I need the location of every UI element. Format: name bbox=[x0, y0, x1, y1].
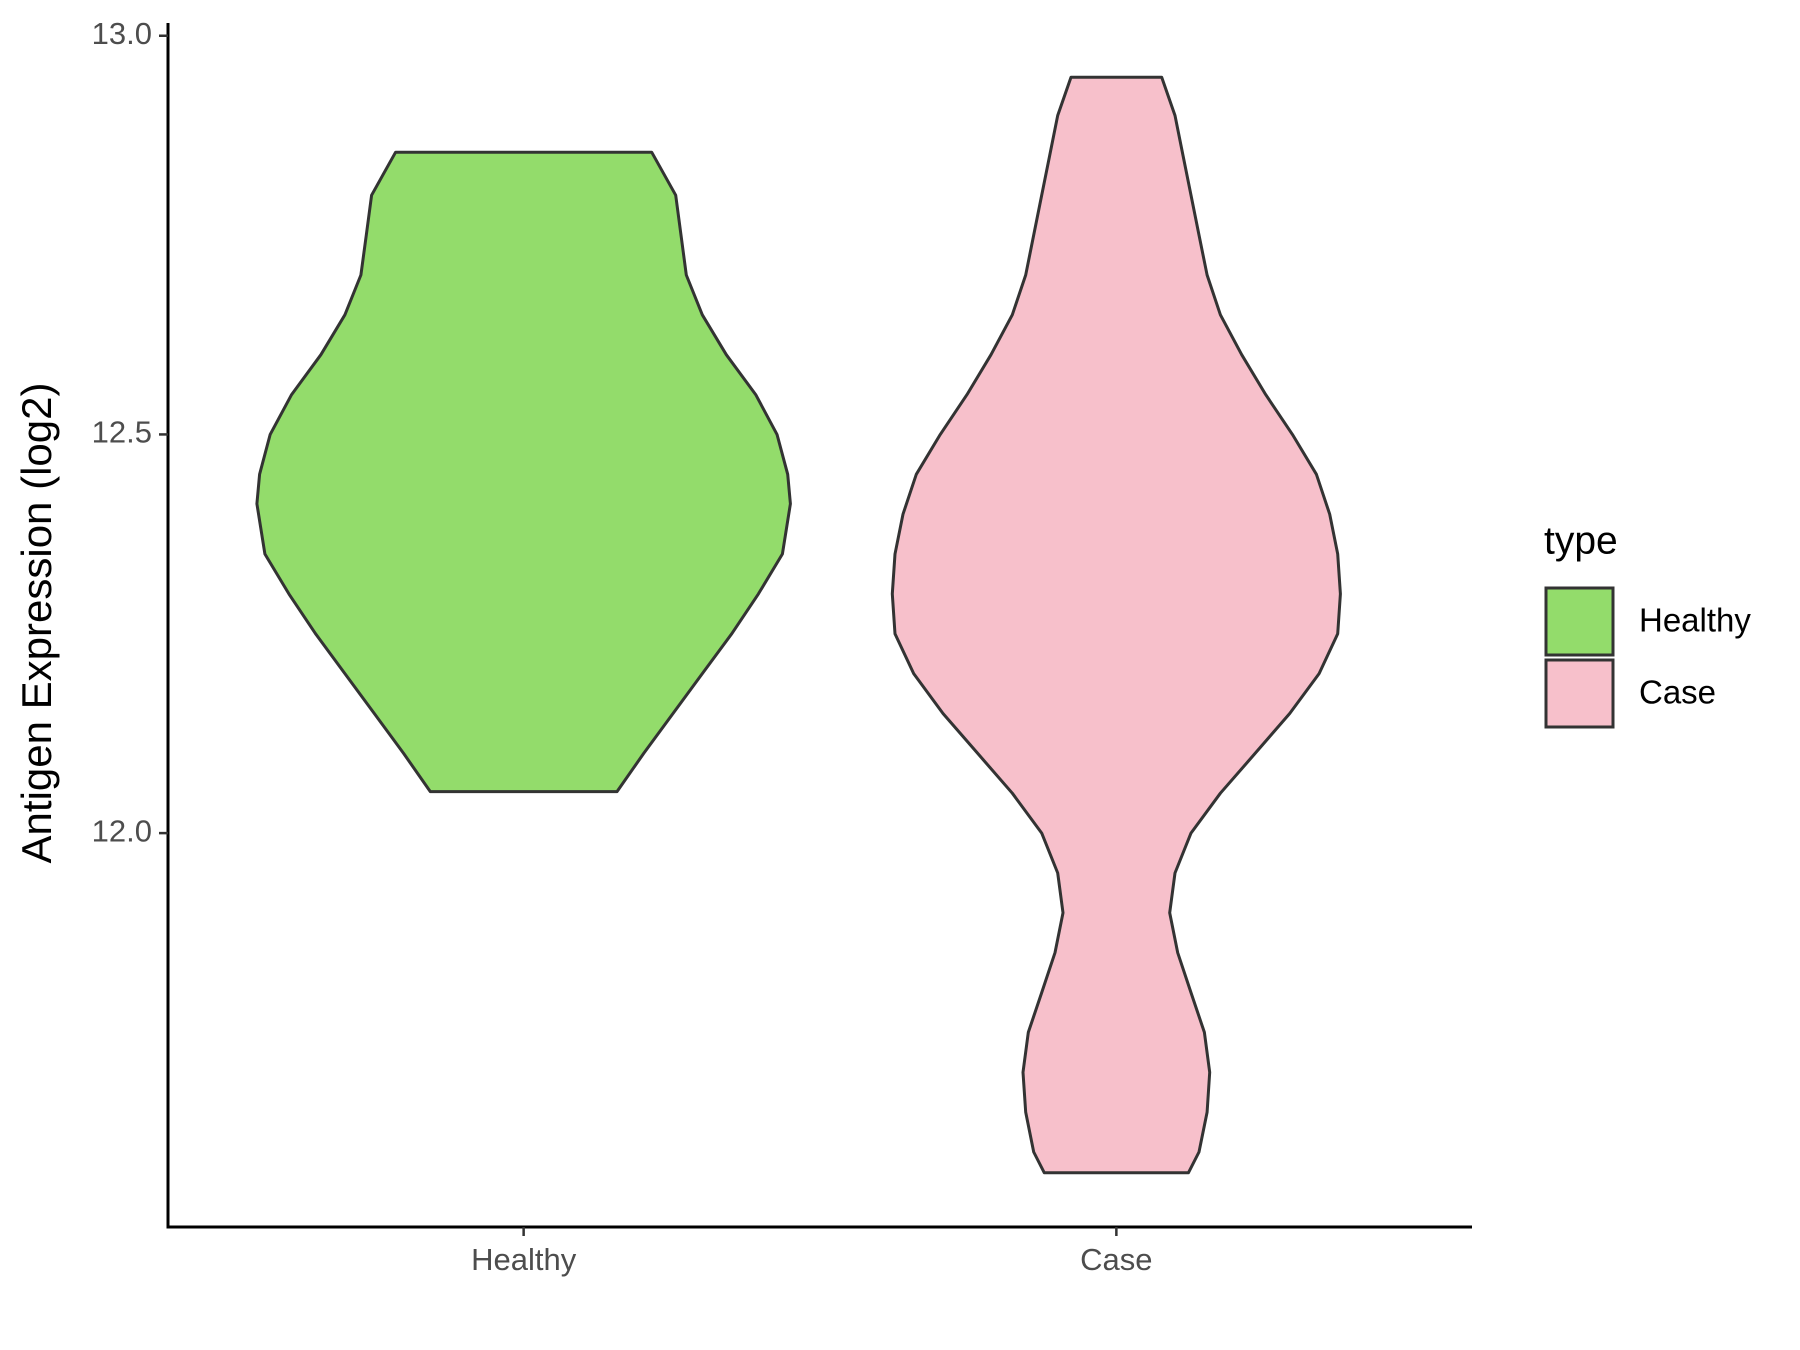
violin bbox=[890, 75, 1342, 1175]
legend-key bbox=[1544, 658, 1615, 729]
y-tick-label: 12.5 bbox=[92, 415, 152, 450]
violin bbox=[255, 150, 792, 794]
legend-key bbox=[1544, 586, 1615, 657]
y-tick-label: 12.0 bbox=[92, 813, 152, 848]
legend-label: Healthy bbox=[1639, 602, 1751, 639]
legend-label: Case bbox=[1639, 674, 1716, 711]
x-tick-label: Case bbox=[1080, 1242, 1152, 1277]
y-tick-label: 13.0 bbox=[92, 16, 152, 51]
y-axis-title: Antigen Expression (log2) bbox=[13, 383, 60, 864]
legend-title: type bbox=[1544, 519, 1618, 562]
x-tick-label: Healthy bbox=[471, 1242, 577, 1277]
